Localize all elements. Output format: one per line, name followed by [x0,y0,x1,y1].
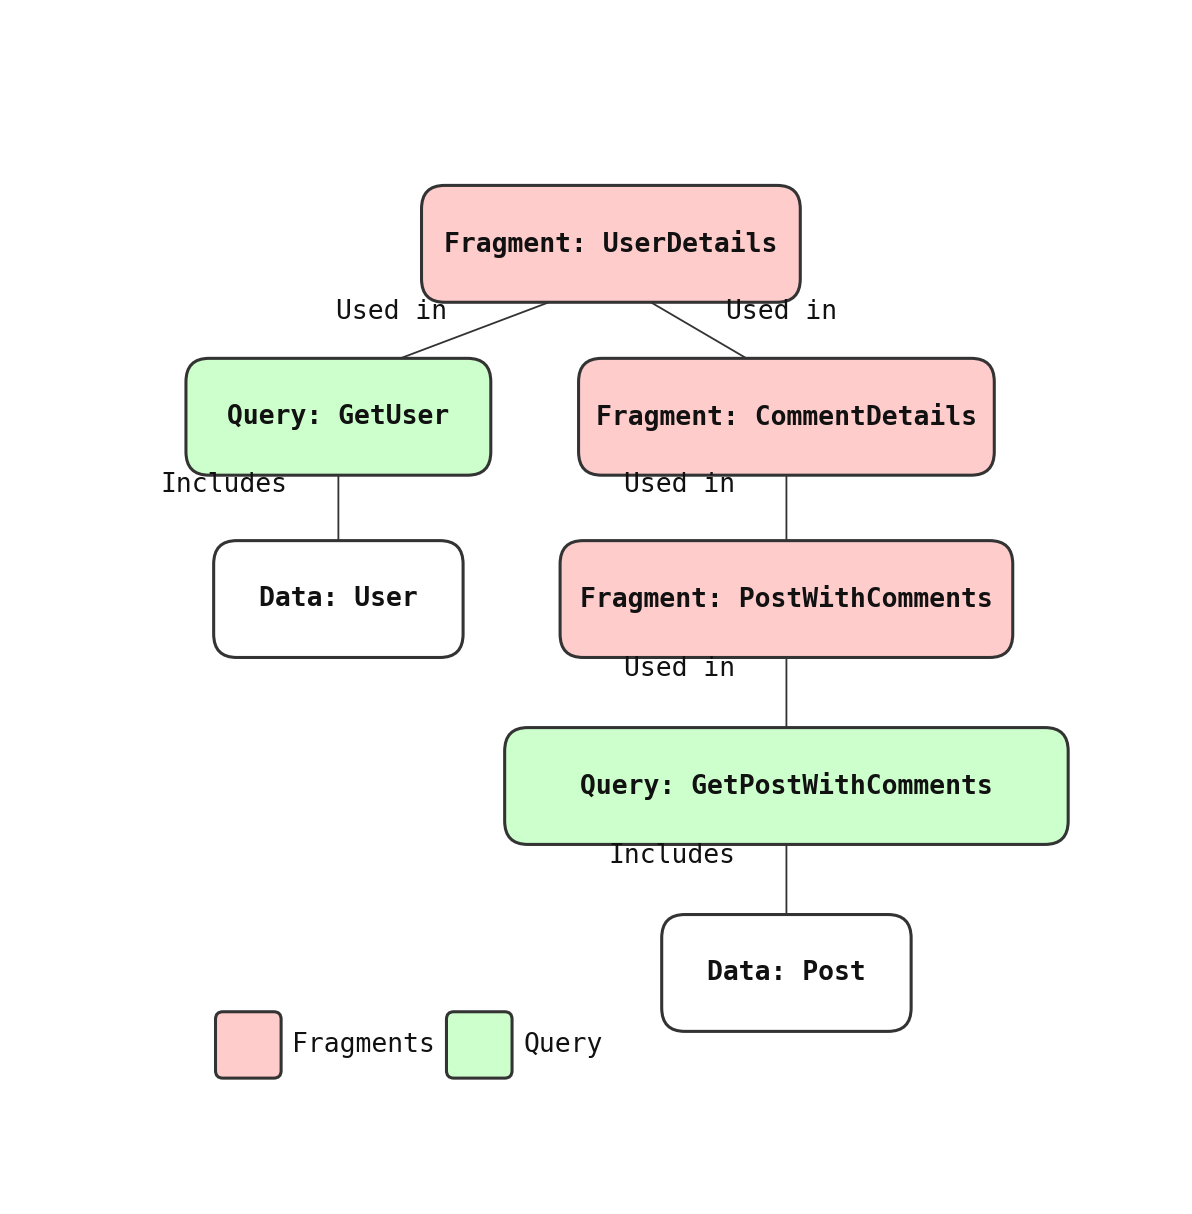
Text: Used in: Used in [625,656,735,682]
FancyBboxPatch shape [213,540,462,658]
Text: Query: GetUser: Query: GetUser [228,404,449,430]
Text: Data: User: Data: User [259,586,417,612]
FancyBboxPatch shape [422,186,800,302]
FancyBboxPatch shape [447,1011,513,1078]
FancyBboxPatch shape [504,727,1068,845]
Text: Includes: Includes [161,471,287,498]
Text: Used in: Used in [625,471,735,498]
FancyBboxPatch shape [560,540,1013,658]
Text: Data: Post: Data: Post [707,960,865,986]
FancyBboxPatch shape [578,358,994,475]
Text: Includes: Includes [609,843,735,869]
Text: Fragments: Fragments [292,1032,435,1057]
Text: Query: GetPostWithComments: Query: GetPostWithComments [581,772,993,800]
Text: Fragment: UserDetails: Fragment: UserDetails [445,229,777,257]
FancyBboxPatch shape [216,1011,281,1078]
Text: Fragment: CommentDetails: Fragment: CommentDetails [596,403,977,431]
Text: Used in: Used in [726,299,837,324]
Text: Query: Query [523,1032,602,1057]
FancyBboxPatch shape [186,358,491,475]
FancyBboxPatch shape [662,914,911,1032]
Text: Used in: Used in [336,299,447,324]
Text: Fragment: PostWithComments: Fragment: PostWithComments [581,585,993,613]
